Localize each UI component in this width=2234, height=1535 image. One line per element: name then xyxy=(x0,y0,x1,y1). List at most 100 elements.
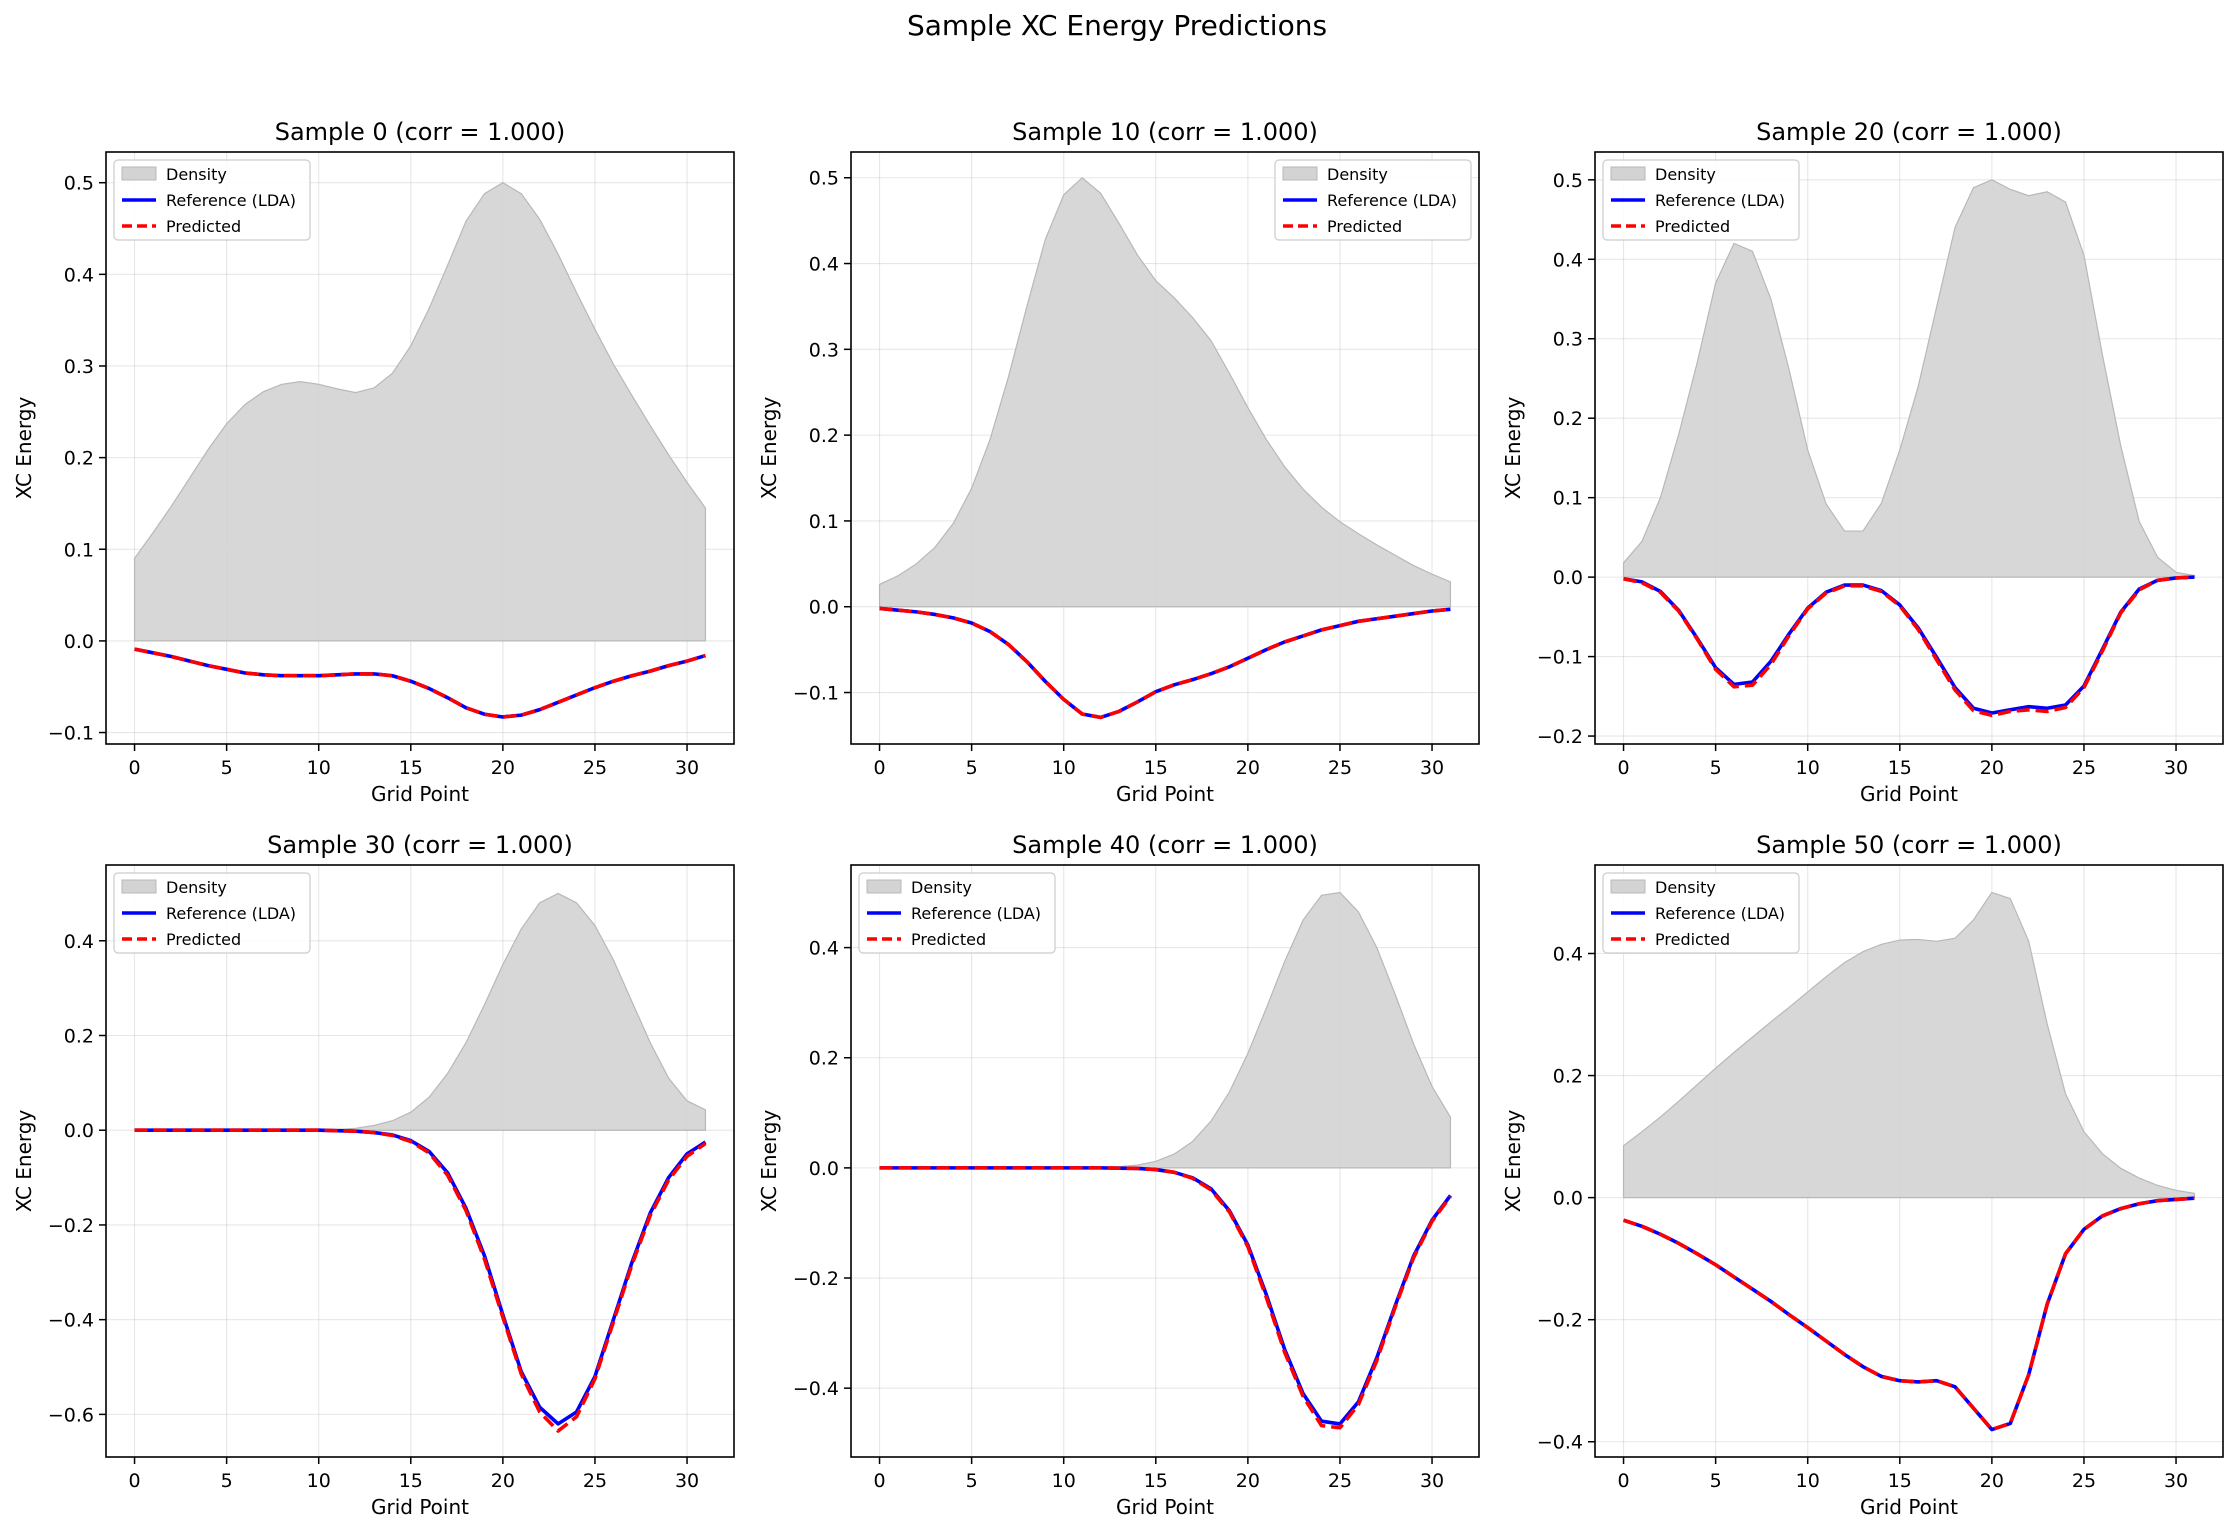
y-tick-label: 0.3 xyxy=(1553,329,1583,351)
legend-label: Reference (LDA) xyxy=(1327,191,1457,210)
x-tick-label: 10 xyxy=(1796,757,1820,779)
y-axis-label: XC Energy xyxy=(1501,1110,1525,1213)
x-tick-label: 20 xyxy=(1236,1470,1260,1492)
legend-swatch-density xyxy=(867,880,901,893)
x-tick-label: 5 xyxy=(221,1470,233,1492)
legend-swatch-density xyxy=(1283,167,1317,180)
x-tick-label: 5 xyxy=(1710,757,1722,779)
y-tick-label: −0.2 xyxy=(1537,726,1583,748)
y-tick-label: 0.2 xyxy=(64,448,94,470)
x-tick-label: 20 xyxy=(1980,1470,2004,1492)
legend-label: Predicted xyxy=(1655,930,1730,949)
y-tick-label: 0.0 xyxy=(809,597,839,619)
y-axis-label: XC Energy xyxy=(12,397,36,500)
legend-label: Predicted xyxy=(166,217,241,236)
x-tick-label: 20 xyxy=(1236,757,1260,779)
x-axis-label: Grid Point xyxy=(1860,782,1958,806)
x-tick-label: 20 xyxy=(1980,757,2004,779)
x-tick-label: 30 xyxy=(1420,1470,1444,1492)
y-tick-label: 0.2 xyxy=(809,1048,839,1070)
legend-label: Density xyxy=(1327,165,1388,184)
y-tick-label: 0.3 xyxy=(64,356,94,378)
x-axis-label: Grid Point xyxy=(1860,1495,1958,1519)
x-tick-label: 30 xyxy=(675,757,699,779)
legend-label: Reference (LDA) xyxy=(166,904,296,923)
y-tick-label: 0.2 xyxy=(1553,1066,1583,1088)
y-tick-label: 0.0 xyxy=(809,1158,839,1180)
legend-swatch-density xyxy=(1611,167,1645,180)
y-tick-label: −0.4 xyxy=(793,1378,839,1400)
x-tick-label: 30 xyxy=(1420,757,1444,779)
legend-label: Reference (LDA) xyxy=(1655,191,1785,210)
y-tick-label: 0.5 xyxy=(809,168,839,190)
x-axis-label: Grid Point xyxy=(371,782,469,806)
x-tick-label: 10 xyxy=(307,757,331,779)
legend-swatch-density xyxy=(122,880,156,893)
x-tick-label: 20 xyxy=(491,1470,515,1492)
x-tick-label: 5 xyxy=(966,1470,978,1492)
panel-title: Sample 30 (corr = 1.000) xyxy=(267,831,573,859)
y-tick-label: 0.4 xyxy=(809,254,839,276)
y-tick-label: 0.1 xyxy=(64,539,94,561)
legend-label: Reference (LDA) xyxy=(911,904,1041,923)
legend-label: Reference (LDA) xyxy=(1655,904,1785,923)
y-tick-label: 0.0 xyxy=(1553,1188,1583,1210)
legend: Density Reference (LDA) Predicted xyxy=(114,873,310,953)
x-tick-label: 25 xyxy=(2072,757,2096,779)
panel-title: Sample 40 (corr = 1.000) xyxy=(1012,831,1318,859)
x-tick-label: 5 xyxy=(221,757,233,779)
y-tick-label: 0.4 xyxy=(1553,943,1583,965)
legend-label: Density xyxy=(1655,165,1716,184)
panel-title: Sample 20 (corr = 1.000) xyxy=(1756,118,2062,146)
y-tick-label: 0.0 xyxy=(1553,567,1583,589)
y-tick-label: 0.0 xyxy=(64,1120,94,1142)
x-tick-label: 0 xyxy=(1617,1470,1629,1492)
x-tick-label: 15 xyxy=(399,757,423,779)
x-tick-label: 0 xyxy=(873,1470,885,1492)
x-tick-label: 20 xyxy=(491,757,515,779)
x-tick-label: 0 xyxy=(128,1470,140,1492)
legend-label: Density xyxy=(911,878,972,897)
y-tick-label: 0.0 xyxy=(64,631,94,653)
panel-title: Sample 0 (corr = 1.000) xyxy=(275,118,566,146)
y-axis-label: XC Energy xyxy=(757,397,781,500)
panel-title: Sample 10 (corr = 1.000) xyxy=(1012,118,1318,146)
legend-label: Density xyxy=(1655,878,1716,897)
legend-label: Reference (LDA) xyxy=(166,191,296,210)
x-tick-label: 25 xyxy=(1328,1470,1352,1492)
y-tick-label: −0.4 xyxy=(48,1310,94,1332)
x-tick-label: 10 xyxy=(1052,757,1076,779)
legend: Density Reference (LDA) Predicted xyxy=(1603,873,1799,953)
legend-label: Density xyxy=(166,878,227,897)
x-axis-label: Grid Point xyxy=(1116,782,1214,806)
y-tick-label: 0.3 xyxy=(809,339,839,361)
y-tick-label: 0.4 xyxy=(64,931,94,953)
y-tick-label: −0.1 xyxy=(793,683,839,705)
x-tick-label: 10 xyxy=(307,1470,331,1492)
y-axis-label: XC Energy xyxy=(757,1110,781,1213)
x-tick-label: 25 xyxy=(2072,1470,2096,1492)
y-tick-label: 0.1 xyxy=(809,511,839,533)
x-tick-label: 0 xyxy=(128,757,140,779)
legend-label: Density xyxy=(166,165,227,184)
legend: Density Reference (LDA) Predicted xyxy=(1275,160,1471,240)
y-tick-label: 0.2 xyxy=(809,425,839,447)
x-tick-label: 25 xyxy=(1328,757,1352,779)
y-tick-label: −0.4 xyxy=(1537,1432,1583,1454)
x-tick-label: 25 xyxy=(583,1470,607,1492)
y-tick-label: 0.4 xyxy=(809,938,839,960)
y-axis-label: XC Energy xyxy=(12,1110,36,1213)
x-tick-label: 15 xyxy=(1888,757,1912,779)
legend-label: Predicted xyxy=(1327,217,1402,236)
legend: Density Reference (LDA) Predicted xyxy=(859,873,1055,953)
y-tick-label: 0.2 xyxy=(1553,408,1583,430)
x-tick-label: 10 xyxy=(1052,1470,1076,1492)
y-axis-label: XC Energy xyxy=(1501,397,1525,500)
x-tick-label: 15 xyxy=(1144,1470,1168,1492)
legend: Density Reference (LDA) Predicted xyxy=(1603,160,1799,240)
legend-label: Predicted xyxy=(1655,217,1730,236)
legend-label: Predicted xyxy=(166,930,241,949)
y-tick-label: 0.1 xyxy=(1553,488,1583,510)
x-tick-label: 5 xyxy=(1710,1470,1722,1492)
